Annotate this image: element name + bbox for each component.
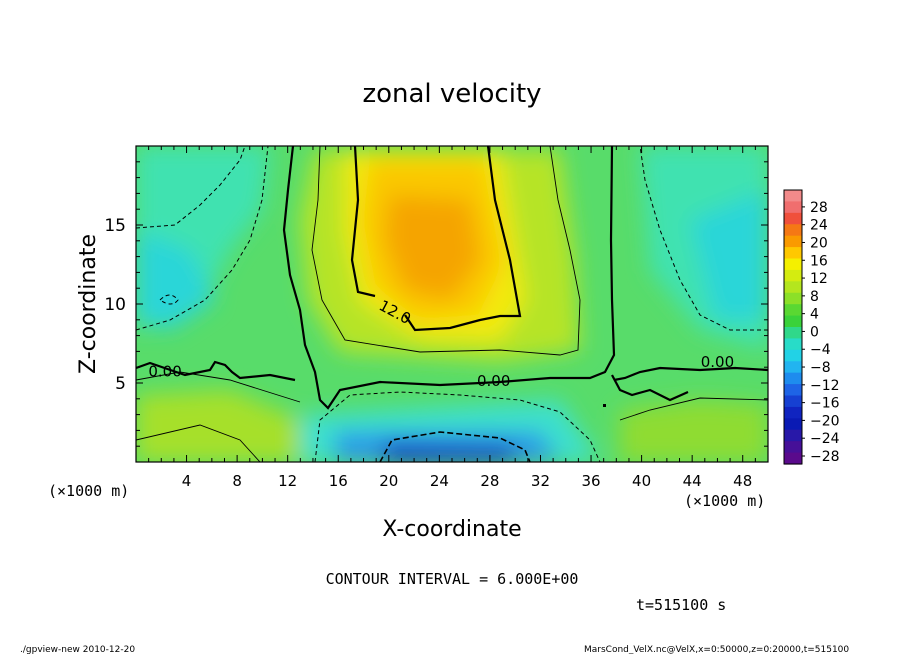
x-tick-label: 12 xyxy=(278,472,297,490)
colorbar-label: −20 xyxy=(810,413,840,429)
contour-interval: CONTOUR INTERVAL = 6.000E+00 xyxy=(326,570,579,588)
contour-zero-left-vertical xyxy=(282,146,616,410)
colorbar-segment xyxy=(784,269,802,282)
colorbar-segment xyxy=(784,395,802,408)
contour-dashed-small-loop xyxy=(159,294,179,305)
colorbar-label: −28 xyxy=(810,449,840,465)
colorbar-segment xyxy=(784,441,802,454)
contour-dashed-right xyxy=(639,146,768,331)
colorbar-segment xyxy=(784,201,802,214)
colorbar-label: −16 xyxy=(810,396,840,412)
colorbar-frame xyxy=(783,189,803,465)
footer-left: ./gpview-new 2010-12-20 xyxy=(20,645,135,654)
colorbar-label: −24 xyxy=(810,431,840,447)
contour-labels: 0.00 0.00 0.00 12.0 xyxy=(148,296,734,390)
y-axis-label: Z-coordinate xyxy=(76,234,101,374)
footer-right: MarsCond_VelX.nc@VelX,x=0:50000,z=0:2000… xyxy=(584,645,849,654)
colorbar-label: −4 xyxy=(810,342,831,358)
colorbar-segment xyxy=(784,258,802,271)
x-axis: 4 8 12 16 20 24 28 32 36 40 44 48 xyxy=(148,146,756,490)
y-axis: 5 10 15 xyxy=(104,161,768,447)
x-tick-label: 48 xyxy=(733,472,752,490)
field-region-deep-blue xyxy=(380,442,520,462)
x-tick-label: 20 xyxy=(379,472,398,490)
x-tick-label: 4 xyxy=(182,472,192,490)
x-tick-label: 32 xyxy=(531,472,550,490)
x-axis-label: X-coordinate xyxy=(382,517,521,542)
x-tick-label: 8 xyxy=(232,472,242,490)
field-region-lower-right xyxy=(620,400,768,462)
chart-title: zonal velocity xyxy=(362,79,541,109)
colorbar-segment xyxy=(784,452,802,465)
field-region-lower-left xyxy=(136,390,300,462)
x-tick-label: 36 xyxy=(581,472,600,490)
contour-label-zero-middle: 0.00 xyxy=(477,372,510,390)
colorbar-segment xyxy=(784,247,802,260)
colorbar-segment xyxy=(784,212,802,225)
colorbar-label: 28 xyxy=(810,200,828,216)
colorbar-segment xyxy=(784,315,802,328)
contour-twelve xyxy=(350,146,522,332)
colorbar-segment xyxy=(784,235,802,248)
contour-label-zero-right: 0.00 xyxy=(701,353,734,371)
colorbar-segment xyxy=(784,384,802,397)
colorbar-label: 20 xyxy=(810,235,828,251)
contour-dashed-upper-left xyxy=(136,146,246,229)
jet-contour-12 xyxy=(350,146,522,332)
x-tick-label: 28 xyxy=(480,472,499,490)
colorbar-segment xyxy=(784,292,802,305)
contour-thin-lower-right xyxy=(619,397,768,421)
x-tick-label: 16 xyxy=(329,472,348,490)
field-region-cyan-right-core xyxy=(690,190,768,320)
contour-zero-left-horizontal xyxy=(136,360,296,382)
x-unit-label-right: (×1000 m) xyxy=(684,492,765,510)
x-unit-label-left: (×1000 m) xyxy=(48,482,129,500)
colorbar-segment xyxy=(784,406,802,419)
y-tick-label: 10 xyxy=(104,295,126,315)
colorbar-label: −8 xyxy=(810,360,831,376)
colorbar-segment xyxy=(784,281,802,294)
y-tick-label: 15 xyxy=(104,216,126,236)
positive-contours xyxy=(136,146,768,462)
time-label: t=515100 s xyxy=(636,596,726,614)
colorbar-segment xyxy=(784,349,802,362)
colorbar-segment xyxy=(784,361,802,374)
colorbar-label: 24 xyxy=(810,218,828,234)
contour-thin-jet-outer xyxy=(311,146,581,356)
contour-thin-lower-mid xyxy=(136,424,261,462)
colorbar-segment xyxy=(784,304,802,317)
colorbar-label: 16 xyxy=(810,253,828,269)
contour-zero-right-horizontal xyxy=(613,366,768,382)
colorbar-segment xyxy=(784,372,802,385)
contour-dashed-blue-core xyxy=(379,431,531,462)
contour-dashed-left-loop xyxy=(136,146,269,331)
colorbar-segment xyxy=(784,224,802,237)
negative-contours xyxy=(136,146,768,462)
colorbar-segment xyxy=(784,338,802,351)
contour-dashed-bottom xyxy=(314,391,601,462)
x-tick-label: 44 xyxy=(683,472,702,490)
contour-dot xyxy=(603,404,606,407)
colorbar-label: 0 xyxy=(810,324,819,340)
colorbar-segment xyxy=(784,429,802,442)
contour-thin-lower-left xyxy=(136,371,301,403)
zero-contours xyxy=(136,146,768,410)
y-tick-label: 5 xyxy=(115,374,126,394)
colorbar-segment xyxy=(784,190,802,203)
colorbar-label: 12 xyxy=(810,271,828,287)
field-region-orange-core xyxy=(385,195,480,300)
colorbar-segment xyxy=(784,418,802,431)
colorbar-label: 4 xyxy=(810,307,819,323)
contour-zero-right-loops xyxy=(611,374,689,402)
colorbar-segment xyxy=(784,327,802,340)
x-tick-label: 40 xyxy=(632,472,651,490)
strong-negative-contour xyxy=(379,431,531,462)
contour-label-zero-left: 0.00 xyxy=(148,363,181,381)
heatmap-field xyxy=(136,146,768,462)
colorbar-label: −12 xyxy=(810,378,840,394)
x-tick-label: 24 xyxy=(430,472,449,490)
colorbar-label: 8 xyxy=(810,289,819,305)
